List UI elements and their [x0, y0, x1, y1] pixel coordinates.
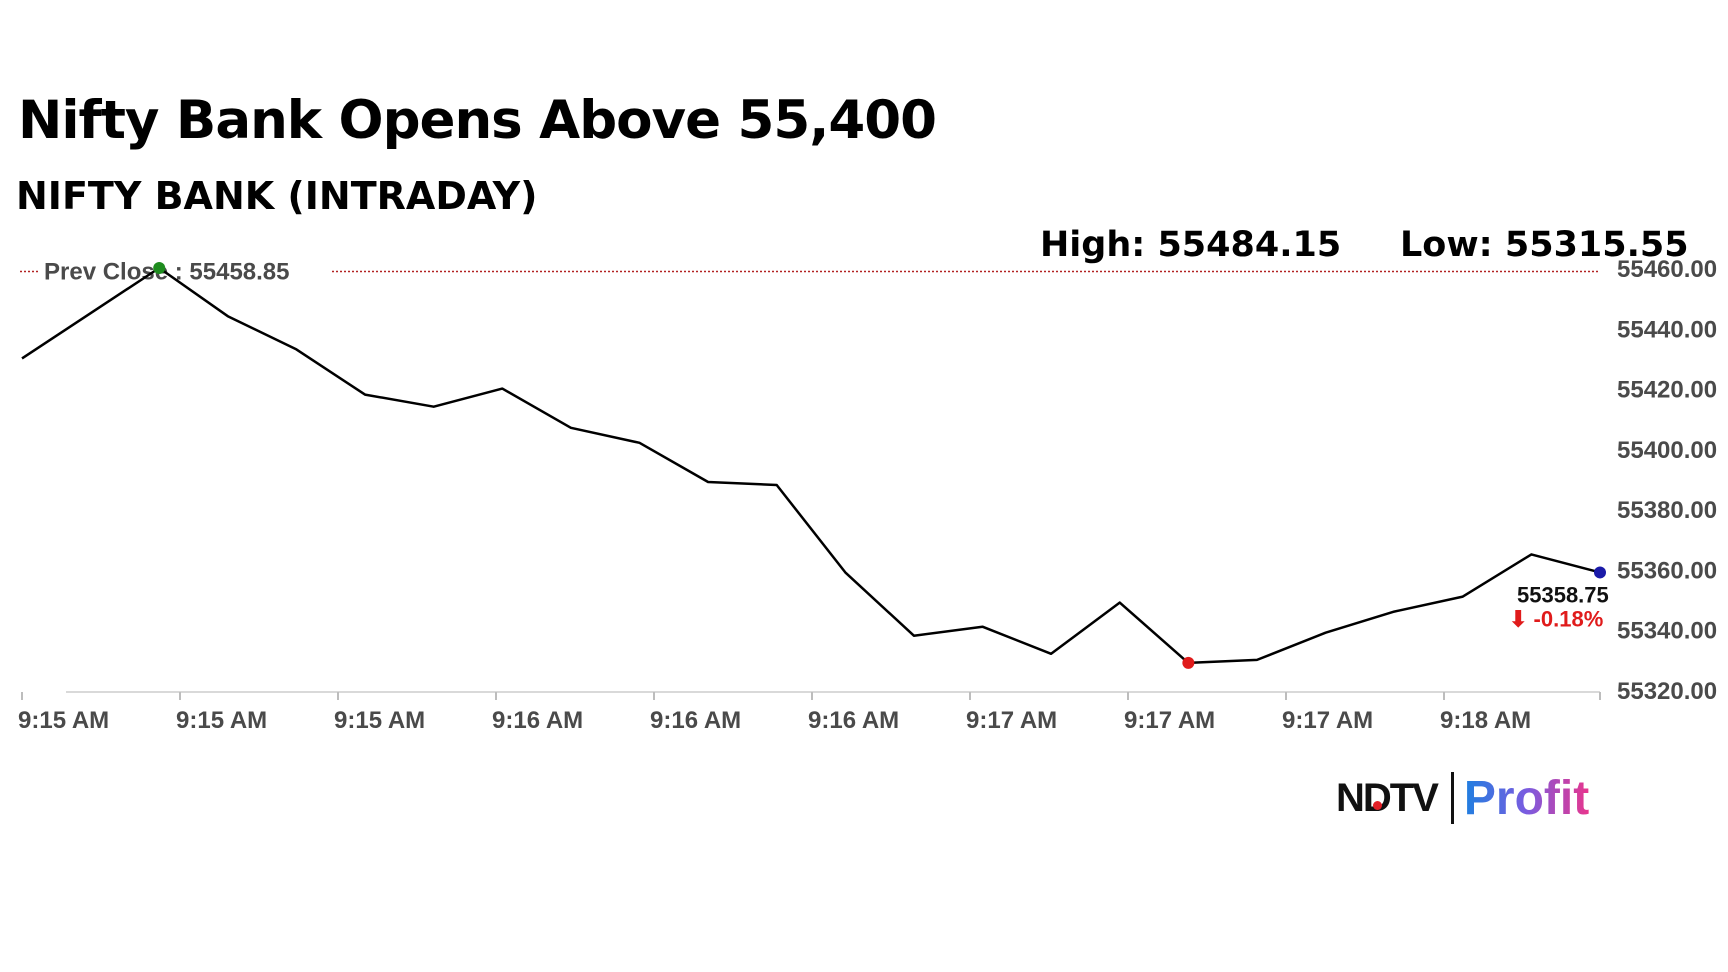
y-tick-label: 55460.00	[1617, 256, 1717, 283]
x-tick-label: 9:15 AM	[334, 707, 425, 734]
x-tick-label: 9:16 AM	[650, 707, 741, 734]
last-value-label-bg	[1505, 580, 1600, 639]
x-tick-label: 9:17 AM	[1124, 707, 1215, 734]
y-tick-label: 55400.00	[1617, 437, 1717, 464]
x-tick-label: 9:17 AM	[1282, 707, 1373, 734]
y-tick-label: 55420.00	[1617, 377, 1717, 404]
brand-separator	[1450, 772, 1454, 824]
high-stat: High: 55484.15	[1040, 225, 1342, 265]
last-marker	[1594, 566, 1606, 579]
y-tick-label: 55360.00	[1617, 557, 1717, 584]
y-tick-label: 55340.00	[1617, 618, 1717, 645]
low-marker	[1182, 656, 1195, 669]
last-value-label: 55358.75	[1517, 582, 1609, 607]
x-tick-label: 9:16 AM	[808, 707, 899, 734]
x-tick-label: 9:17 AM	[966, 707, 1057, 734]
headline: Nifty Bank Opens Above 55,400	[18, 90, 937, 151]
x-tick-label: 9:15 AM	[18, 707, 109, 734]
price-line	[21, 266, 1601, 665]
brand-logo: NDTV Profit	[1336, 768, 1589, 828]
profit-wordmark: Profit	[1463, 771, 1590, 825]
high-marker	[153, 262, 166, 274]
x-tick-label: 9:16 AM	[492, 707, 583, 734]
ndtv-wordmark: NDTV	[1336, 775, 1439, 820]
change-label: ⬇ -0.18%	[1509, 606, 1603, 631]
ndtv-red-dot	[1373, 800, 1382, 810]
x-tick-label: 9:15 AM	[176, 707, 267, 734]
x-tick-label: 9:18 AM	[1440, 707, 1531, 734]
y-tick-label: 55320.00	[1617, 678, 1717, 705]
y-tick-label: 55440.00	[1617, 316, 1717, 343]
low-stat: Low: 55315.55	[1400, 225, 1689, 265]
chart-subtitle: NIFTY BANK (INTRADAY)	[16, 174, 538, 218]
prev-close-label-bg	[38, 255, 330, 288]
y-tick-label: 55380.00	[1617, 497, 1717, 524]
